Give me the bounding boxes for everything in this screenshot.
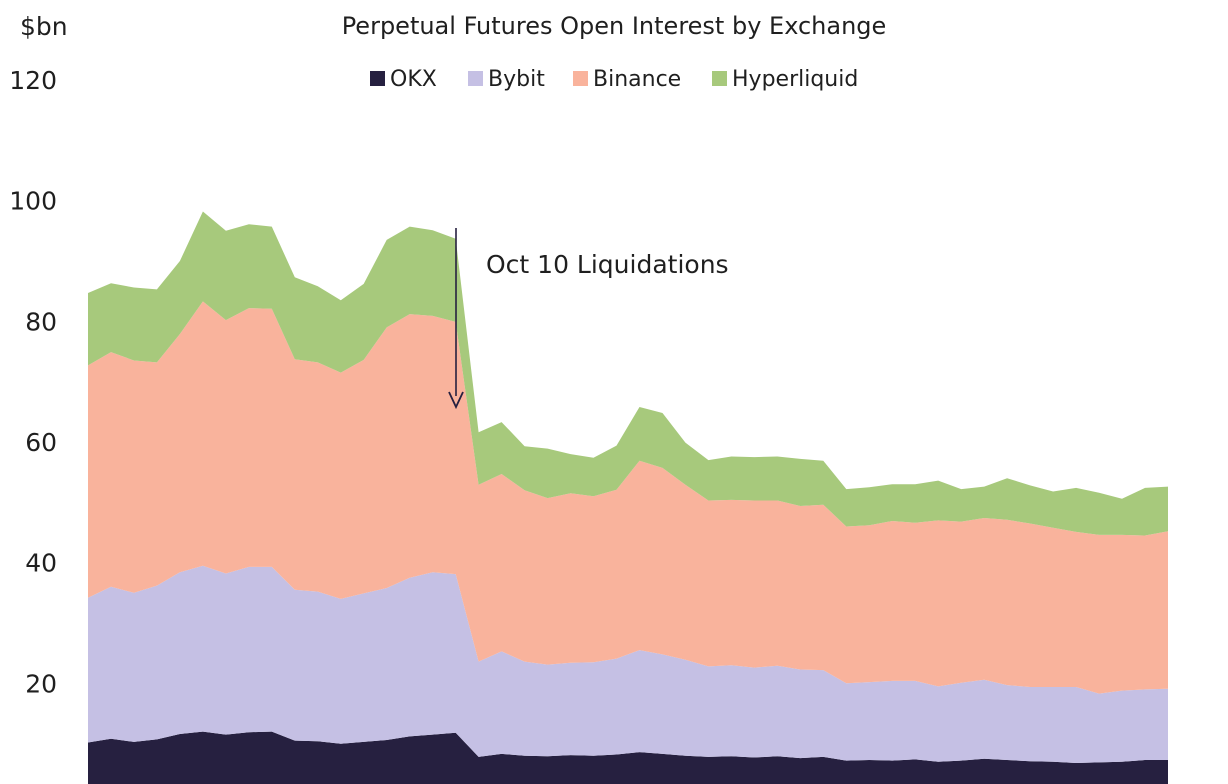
legend-item-hyperliquid: Hyperliquid <box>712 67 858 92</box>
legend-item-bybit: Bybit <box>468 67 545 92</box>
chart-title: Perpetual Futures Open Interest by Excha… <box>342 12 887 40</box>
legend-item-binance: Binance <box>573 67 681 92</box>
y-tick-label: 40 <box>25 549 57 578</box>
area-binance <box>88 301 1168 694</box>
y-tick-label: 100 <box>9 187 57 216</box>
legend-label: OKX <box>390 67 437 92</box>
legend-swatch <box>370 71 385 86</box>
annotation-label: Oct 10 Liquidations <box>486 250 729 279</box>
legend: OKX Bybit Binance Hyperliquid <box>370 67 858 92</box>
legend-label: Bybit <box>488 67 545 92</box>
y-tick-label: 80 <box>25 307 57 336</box>
legend-item-okx: OKX <box>370 67 437 92</box>
legend-label: Binance <box>593 67 681 92</box>
area-okx <box>88 731 1168 784</box>
y-axis-ticks: 20 40 60 80 100 120 <box>9 66 57 698</box>
y-tick-label: 120 <box>9 66 57 95</box>
y-tick-label: 20 <box>25 669 57 698</box>
area-bybit <box>88 565 1168 763</box>
annotation-arrow-head <box>448 391 464 410</box>
stacked-areas <box>88 211 1168 784</box>
legend-swatch <box>712 71 727 86</box>
legend-label: Hyperliquid <box>732 67 858 92</box>
area-hyperliquid <box>88 211 1168 536</box>
y-tick-label: 60 <box>25 428 57 457</box>
legend-swatch <box>468 71 483 86</box>
annotation: Oct 10 Liquidations <box>448 228 729 410</box>
y-axis-unit-label: $bn <box>20 12 68 41</box>
legend-swatch <box>573 71 588 86</box>
